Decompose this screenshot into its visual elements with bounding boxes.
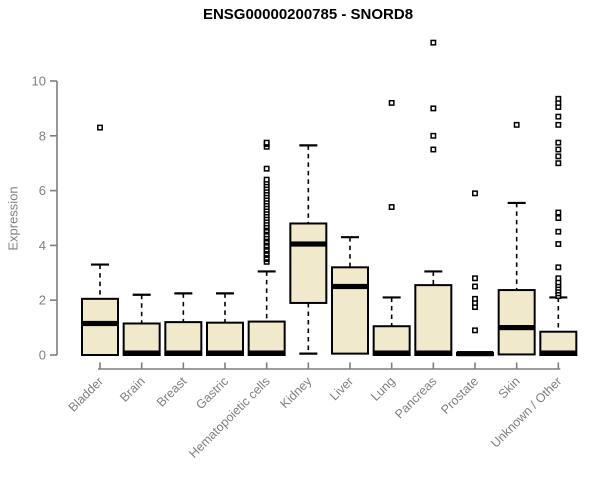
- box: [164, 321, 203, 356]
- x-axis-label: Liver: [327, 374, 356, 403]
- x-axis-label: Gastric: [193, 374, 231, 412]
- box: [497, 289, 536, 356]
- median-line: [290, 241, 327, 247]
- median-line: [165, 350, 202, 356]
- median-line: [373, 350, 410, 356]
- outlier-point: [555, 275, 562, 282]
- x-axis-label: Skin: [496, 374, 523, 401]
- outlier-point: [555, 146, 562, 153]
- outlier-point: [263, 165, 270, 172]
- x-axis-label: Hematopoietic cells: [186, 374, 273, 461]
- outlier-point: [430, 39, 437, 46]
- median-line: [456, 351, 493, 357]
- outlier-point: [430, 132, 437, 139]
- median-line: [206, 350, 243, 356]
- outlier-point: [388, 99, 395, 106]
- outlier-point: [555, 139, 562, 146]
- box: [330, 266, 369, 355]
- box: [122, 322, 161, 356]
- outlier-point: [388, 204, 395, 210]
- outlier-point: [97, 124, 103, 131]
- y-tick-label: 6: [39, 183, 46, 198]
- outlier-point: [555, 113, 562, 120]
- outlier-point: [513, 121, 520, 128]
- y-tick-label: 2: [39, 293, 46, 308]
- x-axis-label: Brain: [117, 374, 148, 405]
- y-tick-label: 10: [32, 74, 46, 89]
- outlier-point: [472, 275, 478, 282]
- outlier-point: [555, 95, 562, 102]
- outlier-point: [555, 228, 562, 235]
- x-axis-label: Breast: [154, 374, 190, 410]
- median-line: [498, 325, 535, 331]
- y-tick-label: 8: [39, 128, 46, 143]
- box: [289, 222, 328, 304]
- outlier-point: [555, 241, 562, 247]
- median-line: [82, 320, 118, 327]
- outlier-point: [263, 176, 270, 183]
- outlier-point: [555, 160, 562, 167]
- box: [205, 321, 244, 356]
- outlier-point: [555, 215, 562, 221]
- outlier-point: [555, 264, 562, 271]
- x-axis-label: Prostate: [438, 374, 481, 417]
- x-axis-label: Lung: [368, 374, 398, 404]
- median-line: [540, 350, 577, 356]
- outlier-point: [472, 327, 478, 334]
- median-line: [415, 350, 452, 356]
- box: [81, 297, 119, 356]
- y-tick-label: 4: [39, 238, 46, 253]
- x-axis-label: Unknown / Other: [488, 374, 564, 450]
- outlier-point: [555, 121, 562, 128]
- outlier-point: [472, 190, 478, 197]
- x-axis-label: Kidney: [278, 374, 315, 411]
- outlier-point: [263, 139, 270, 146]
- chart-title: ENSG00000200785 - SNORD8: [202, 6, 414, 23]
- median-line: [123, 350, 160, 356]
- outlier-point: [555, 209, 562, 216]
- box: [247, 320, 286, 356]
- median-line: [248, 350, 285, 356]
- x-axis-label: Bladder: [66, 374, 106, 414]
- median-line: [331, 283, 368, 290]
- outlier-point: [430, 146, 437, 153]
- x-axis-label: Pancreas: [392, 374, 439, 421]
- y-tick-label: 0: [39, 348, 46, 363]
- outlier-point: [472, 283, 478, 290]
- outlier-point: [472, 295, 478, 302]
- outlier-point: [430, 105, 437, 112]
- box: [414, 284, 453, 357]
- outlier-point: [555, 153, 562, 160]
